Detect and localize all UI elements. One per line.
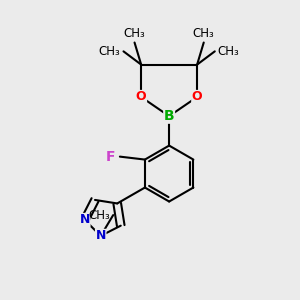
Text: CH₃: CH₃ xyxy=(124,27,146,40)
Text: CH₃: CH₃ xyxy=(218,45,239,58)
Text: N: N xyxy=(80,214,90,226)
Text: O: O xyxy=(192,91,203,103)
Text: CH₃: CH₃ xyxy=(88,208,110,222)
Text: O: O xyxy=(136,91,146,103)
Text: CH₃: CH₃ xyxy=(99,45,121,58)
Text: F: F xyxy=(106,150,116,164)
Text: N: N xyxy=(95,230,106,242)
Text: B: B xyxy=(164,109,175,123)
Text: CH₃: CH₃ xyxy=(193,27,214,40)
